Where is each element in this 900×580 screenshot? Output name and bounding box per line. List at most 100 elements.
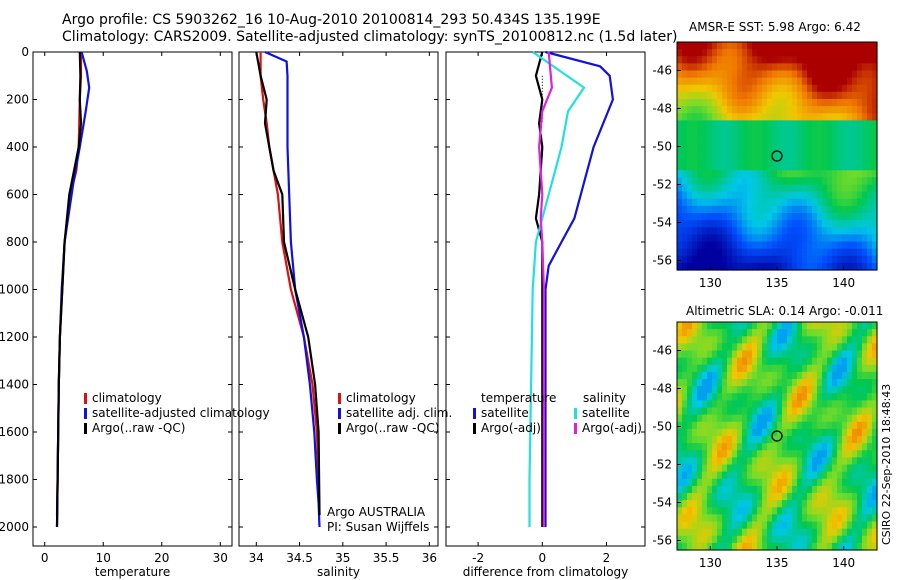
map-cell <box>842 91 848 100</box>
map-cell <box>787 56 793 64</box>
map-cell <box>722 500 728 508</box>
map-cell <box>837 329 843 337</box>
map-cell <box>832 213 838 221</box>
map-cell <box>812 493 818 501</box>
map-cell <box>752 205 758 214</box>
map-cell <box>872 450 878 458</box>
map-cell <box>717 77 723 86</box>
map-cell <box>817 542 823 551</box>
map-cell <box>747 234 753 243</box>
map-cell <box>842 198 848 207</box>
map-cell <box>747 414 753 423</box>
map-cell <box>692 213 698 221</box>
map-cell <box>742 514 748 523</box>
map-cell <box>787 213 793 221</box>
map-cell <box>822 241 828 250</box>
map-cell <box>782 443 788 451</box>
map-cell <box>752 156 758 164</box>
map-cell <box>797 191 803 200</box>
map-cell <box>852 184 858 193</box>
map-cell <box>707 99 713 107</box>
map-cell <box>707 156 713 164</box>
map-cell <box>772 493 778 501</box>
map-cell <box>857 49 863 57</box>
map-cell <box>677 77 683 86</box>
map-cell <box>732 414 738 423</box>
map-cell <box>842 184 848 193</box>
map-cell <box>722 507 728 515</box>
map-cell <box>737 134 743 143</box>
map-cell <box>837 127 843 136</box>
map-cell <box>857 528 863 537</box>
map-cell <box>737 528 743 537</box>
map-cell <box>847 407 853 416</box>
map-cell <box>862 443 868 451</box>
y-tick-label: 0 <box>21 45 29 59</box>
map-cell <box>727 134 733 143</box>
map-cell <box>797 148 803 157</box>
map-cell <box>792 329 798 337</box>
map-cell <box>727 70 733 79</box>
map-cell <box>737 500 743 508</box>
map-cell <box>757 386 763 394</box>
map-cell <box>702 198 708 207</box>
map-cell <box>742 184 748 193</box>
map-cell <box>837 134 843 143</box>
map-cell <box>732 213 738 221</box>
map-cell <box>822 336 828 344</box>
map-cell <box>742 84 748 93</box>
map-cell <box>697 148 703 157</box>
map-cell <box>722 49 728 57</box>
map-cell <box>812 220 818 228</box>
map-cell <box>697 63 703 72</box>
map-cell <box>837 357 843 366</box>
map-cell <box>872 336 878 344</box>
map-cell <box>847 521 853 530</box>
map-cell <box>827 163 833 171</box>
map-cell <box>697 357 703 366</box>
map-cell <box>842 227 848 235</box>
map-cell <box>842 134 848 143</box>
map-cell <box>697 49 703 57</box>
map-cell <box>747 220 753 228</box>
map-cell <box>722 134 728 143</box>
map-cell <box>692 322 698 330</box>
map-cell <box>737 386 743 394</box>
map-cell <box>702 141 708 150</box>
map-cell <box>782 262 788 271</box>
map-cell <box>767 184 773 193</box>
map-cell <box>782 156 788 164</box>
map-cell <box>837 450 843 458</box>
map-cell <box>722 336 728 344</box>
map-cell <box>797 170 803 178</box>
map-cell <box>812 127 818 136</box>
map-cell <box>787 400 793 409</box>
map-cell <box>722 227 728 235</box>
map-cell <box>782 227 788 235</box>
map-cell <box>857 414 863 423</box>
map-cell <box>862 421 868 430</box>
map-cell <box>792 163 798 171</box>
map-cell <box>857 191 863 200</box>
map-cell <box>712 450 718 458</box>
map-cell <box>717 141 723 150</box>
map-cell <box>837 42 843 50</box>
map-cell <box>802 177 808 186</box>
map-cell <box>757 542 763 551</box>
map-cell <box>832 91 838 100</box>
map-cell <box>812 514 818 523</box>
map-cell <box>697 329 703 337</box>
map-cell <box>737 457 743 466</box>
map-cell <box>772 464 778 473</box>
map-y-tick-label: -52 <box>652 178 672 192</box>
map-cell <box>682 156 688 164</box>
map-cell <box>707 336 713 344</box>
map-cell <box>732 464 738 473</box>
map-cell <box>707 436 713 444</box>
map-cell <box>812 393 818 401</box>
map-cell <box>682 450 688 458</box>
map-cell <box>772 42 778 50</box>
map-cell <box>837 364 843 373</box>
map-cell <box>787 70 793 79</box>
map-cell <box>797 127 803 136</box>
